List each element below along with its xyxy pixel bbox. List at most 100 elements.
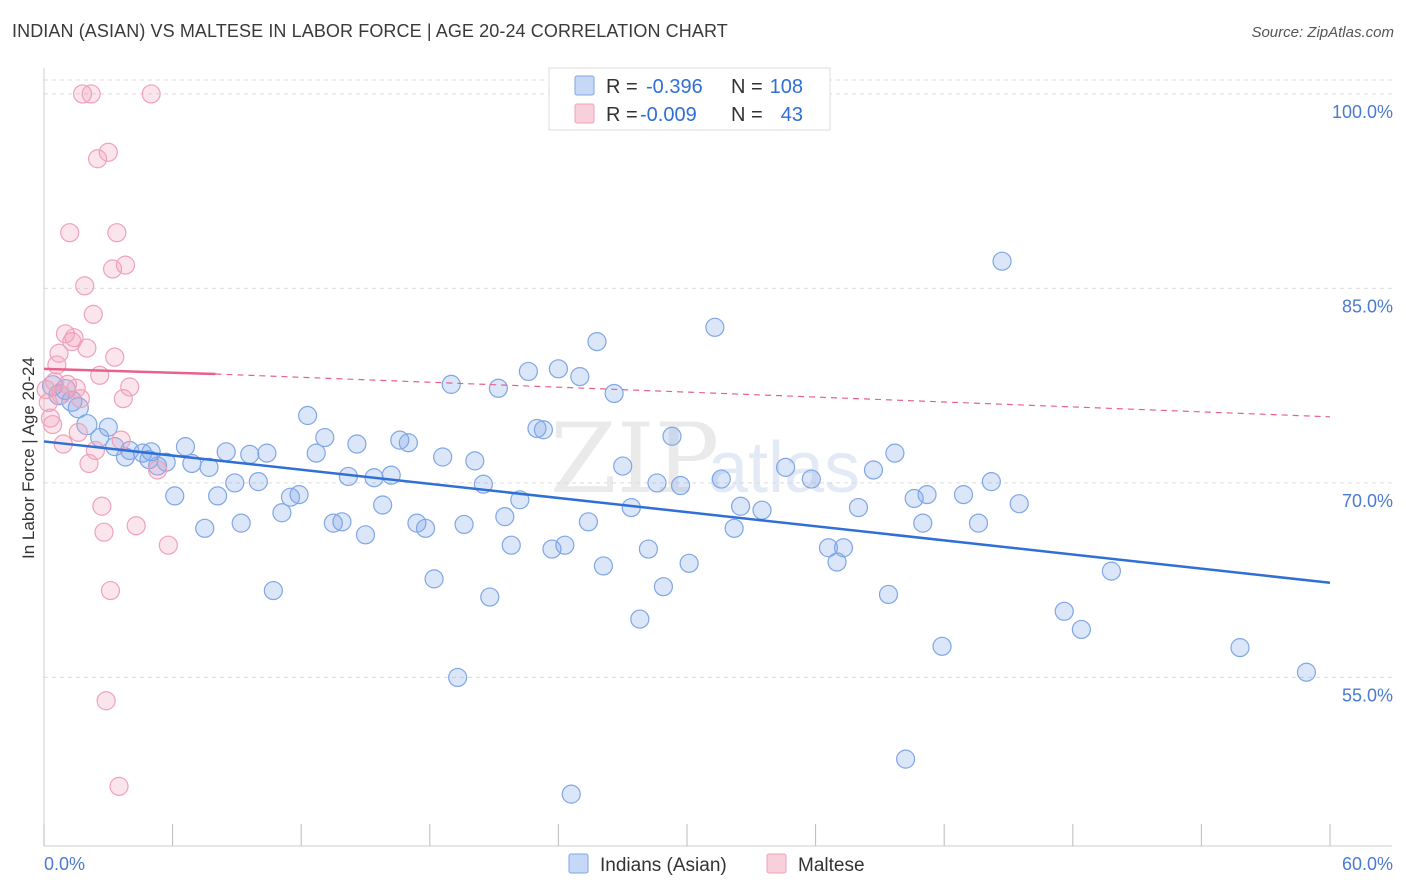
maltese-point-30 xyxy=(100,580,121,601)
indians-point-48 xyxy=(433,447,453,467)
bottom-legend: Indians (Asian) Maltese xyxy=(568,853,865,876)
indians-point-59 xyxy=(518,361,538,382)
indians-point-62 xyxy=(542,539,562,559)
indians-point-88 xyxy=(827,552,847,572)
indians-point-77 xyxy=(662,426,682,446)
indians-point-71 xyxy=(613,456,633,476)
maltese-point-22 xyxy=(83,304,103,324)
chart-title: INDIAN (ASIAN) VS MALTESE IN LABOR FORCE… xyxy=(12,21,728,41)
maltese-point-14 xyxy=(66,378,86,398)
indians-point-47 xyxy=(424,569,444,589)
bottom-legend-swatch-indians xyxy=(568,853,589,874)
indians-point-67 xyxy=(578,512,599,532)
indians-point-80 xyxy=(705,317,725,337)
indians-point-96 xyxy=(913,513,933,533)
bottom-legend-label-maltese: Maltese xyxy=(798,855,865,876)
legend-r-label-indians: R = xyxy=(606,76,638,98)
indians-point-83 xyxy=(730,496,751,516)
indians-point-24 xyxy=(231,513,251,533)
indians-point-63 xyxy=(548,359,569,379)
indians-point-34 xyxy=(315,427,335,448)
bottom-legend-label-indians: Indians (Asian) xyxy=(600,855,727,876)
indians-point-97 xyxy=(917,485,937,505)
indians-point-29 xyxy=(272,503,292,523)
legend-n-value-indians: 108 xyxy=(770,76,803,98)
indians-point-16 xyxy=(165,486,185,506)
maltese-point-26 xyxy=(92,496,112,516)
indians-point-70 xyxy=(604,383,624,404)
y-tick-label-1: 85.0% xyxy=(1342,296,1393,316)
maltese-point-18 xyxy=(75,276,95,296)
maltese-point-3 xyxy=(42,414,63,435)
indians-point-69 xyxy=(593,556,614,576)
indians-point-52 xyxy=(465,451,485,471)
indians-point-81 xyxy=(711,469,731,489)
indians-point-7 xyxy=(98,417,118,437)
y-tick-label-0: 100.0% xyxy=(1332,102,1393,122)
indians-point-50 xyxy=(448,667,468,688)
indians-point-85 xyxy=(775,457,796,477)
maltese-point-33 xyxy=(107,223,127,243)
maltese-point-41 xyxy=(147,460,168,480)
watermark-atlas: atlas xyxy=(708,428,860,508)
indians-point-98 xyxy=(932,636,952,656)
maltese-point-27 xyxy=(94,522,114,542)
bottom-legend-swatch-maltese xyxy=(766,853,787,874)
indians-point-107 xyxy=(1230,638,1250,658)
maltese-point-38 xyxy=(120,377,140,397)
maltese-point-21 xyxy=(81,84,101,104)
indians-point-46 xyxy=(415,518,436,538)
legend-r-value-indians: -0.396 xyxy=(646,76,703,98)
indians-point-21 xyxy=(208,486,228,506)
indians-trend-line xyxy=(43,440,1331,585)
indians-point-104 xyxy=(1054,601,1074,621)
indians-point-27 xyxy=(257,443,277,463)
indians-point-36 xyxy=(332,512,352,532)
indians-point-31 xyxy=(289,485,309,505)
maltese-point-15 xyxy=(68,422,88,442)
indians-point-90 xyxy=(848,497,869,518)
legend-n-label-maltese: N = xyxy=(731,104,763,126)
legend-swatch-maltese xyxy=(574,103,595,124)
indians-point-57 xyxy=(501,535,521,555)
indians-point-99 xyxy=(953,485,974,505)
indians-point-79 xyxy=(679,553,699,573)
indians-point-60 xyxy=(527,418,547,439)
maltese-point-19 xyxy=(77,338,97,358)
indians-point-106 xyxy=(1101,561,1121,581)
indians-point-78 xyxy=(670,475,691,496)
maltese-point-42 xyxy=(158,535,178,555)
maltese-point-24 xyxy=(87,149,108,169)
maltese-trend-line-dashed xyxy=(215,373,1331,418)
watermark-zip: ZIP xyxy=(550,403,719,515)
y-axis-label: In Labor Force | Age 20-24 xyxy=(19,357,38,559)
indians-point-41 xyxy=(373,495,393,515)
maltese-point-16 xyxy=(70,389,91,409)
indians-point-49 xyxy=(441,374,461,394)
indians-point-94 xyxy=(896,749,916,769)
indians-point-100 xyxy=(968,513,989,533)
y-tick-label-3: 55.0% xyxy=(1342,685,1393,705)
indians-point-28 xyxy=(263,580,283,601)
indians-point-87 xyxy=(818,538,839,558)
maltese-point-6 xyxy=(49,343,69,363)
indians-point-86 xyxy=(801,469,821,489)
indians-point-76 xyxy=(653,577,674,597)
indians-point-103 xyxy=(1009,494,1029,514)
indians-point-25 xyxy=(240,444,260,465)
maltese-point-11 xyxy=(60,223,80,243)
indians-point-101 xyxy=(981,472,1001,492)
indians-point-56 xyxy=(495,507,515,527)
legend-n-label-indians: N = xyxy=(731,76,763,98)
indians-point-108 xyxy=(1296,662,1317,682)
indians-point-61 xyxy=(533,420,553,440)
maltese-point-13 xyxy=(64,328,84,348)
trend-lines xyxy=(43,367,1331,585)
indians-point-82 xyxy=(724,518,744,538)
maltese-point-29 xyxy=(98,142,118,162)
indians-point-65 xyxy=(561,784,581,804)
maltese-point-25 xyxy=(90,365,110,385)
maltese-point-40 xyxy=(141,84,161,104)
maltese-point-34 xyxy=(109,776,129,796)
